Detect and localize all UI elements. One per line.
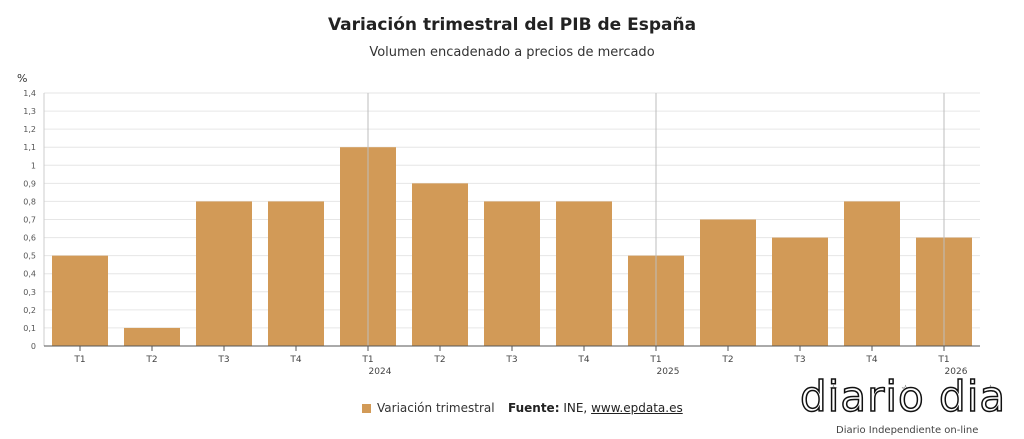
x-tick-label: T3 — [793, 355, 805, 365]
star-icon: ☆ — [986, 384, 995, 395]
x-tick-label: T1 — [649, 355, 661, 365]
bar[interactable] — [484, 201, 540, 346]
x-tick-label: T1 — [361, 355, 373, 365]
source-label: Fuente: — [508, 401, 560, 415]
y-tick-label: 0,8 — [23, 197, 36, 206]
bar[interactable] — [412, 183, 468, 346]
legend-label: Variación trimestral — [377, 401, 495, 415]
y-tick-label: 1 — [31, 161, 36, 170]
y-tick-label: 1,4 — [23, 89, 36, 98]
chart-title: Variación trimestral del PIB de España — [327, 15, 697, 35]
x-tick-label: T3 — [217, 355, 229, 365]
y-tick-label: 0,3 — [23, 288, 36, 297]
legend[interactable]: Variación trimestral — [362, 401, 495, 415]
y-tick-label: 0,6 — [23, 234, 36, 243]
y-tick-label: 0,4 — [23, 270, 36, 279]
x-tick-label: T4 — [577, 355, 589, 365]
y-tick-label: 0,7 — [23, 216, 36, 225]
y-tick-label: 0 — [31, 342, 36, 351]
chart-subtitle: Volumen encadenado a precios de mercado — [369, 45, 655, 60]
source-text: INE, — [563, 401, 588, 415]
y-tick-label: 1,3 — [23, 107, 36, 116]
y-tick-label: 0,5 — [23, 252, 36, 261]
bar[interactable] — [556, 201, 612, 346]
x-tick-label: T4 — [289, 355, 301, 365]
y-tick-label: 1,2 — [23, 125, 36, 134]
logo-tagline: Diario Independiente on-line — [836, 425, 979, 436]
bar[interactable] — [772, 237, 828, 346]
star-icon: ☆ — [829, 384, 838, 395]
bar[interactable] — [844, 201, 900, 346]
y-tick-label: 0,2 — [23, 306, 36, 315]
source-link[interactable]: www.epdata.es — [591, 401, 683, 415]
y-tick-label: 0,1 — [23, 324, 36, 333]
bar[interactable] — [268, 201, 324, 346]
y-axis-unit: % — [17, 72, 28, 85]
x-tick-label: T1 — [937, 355, 949, 365]
bar[interactable] — [196, 201, 252, 346]
year-label: 2026 — [945, 367, 968, 377]
legend-swatch — [362, 403, 371, 413]
year-label: 2025 — [657, 367, 680, 377]
logo: ☆ ☆ ☆ diario dia Diario Independiente on… — [796, 371, 1024, 439]
x-tick-label: T3 — [505, 355, 517, 365]
source-note: Fuente: INE, www.epdata.es — [508, 401, 683, 415]
y-tick-label: 1,1 — [23, 143, 36, 152]
year-label: 2024 — [369, 367, 392, 377]
y-tick-label: 0,9 — [23, 179, 36, 188]
x-tick-label: T2 — [433, 355, 445, 365]
logo-text: diario dia — [799, 371, 1007, 422]
x-tick-label: T1 — [73, 355, 85, 365]
x-tick-label: T4 — [865, 355, 877, 365]
x-tick-label: T2 — [145, 355, 157, 365]
bar[interactable] — [124, 327, 180, 346]
bar[interactable] — [700, 219, 756, 347]
x-tick-label: T2 — [721, 355, 733, 365]
bar[interactable] — [52, 255, 108, 346]
star-icon: ☆ — [901, 384, 910, 395]
